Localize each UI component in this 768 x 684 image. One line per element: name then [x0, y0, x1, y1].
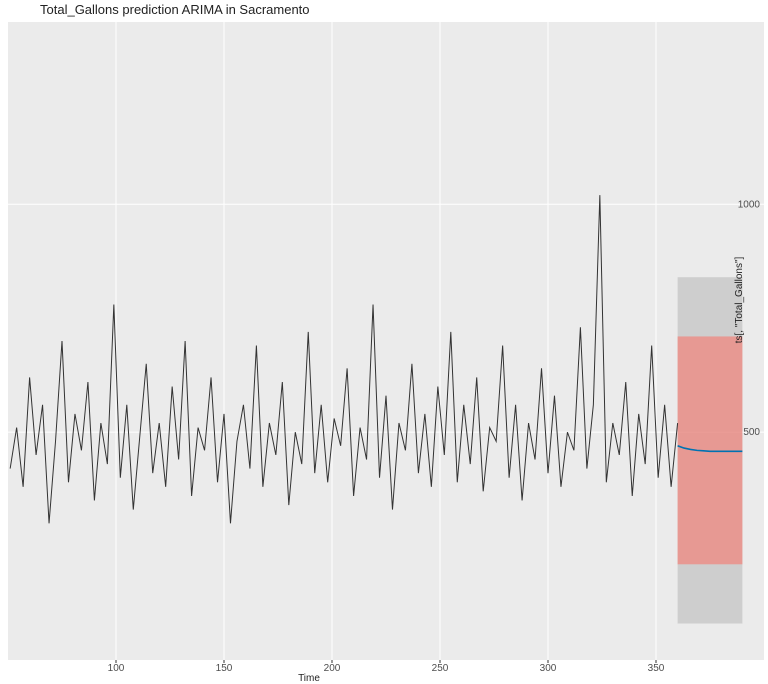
x-tick-label: 150 [216, 663, 233, 674]
x-tick-label: 300 [540, 663, 557, 674]
series-line-forecast [677, 445, 743, 453]
plot-panel [8, 22, 764, 660]
series-line-observed [9, 195, 679, 524]
x-tick-label: 200 [324, 663, 341, 674]
y-tick-label: 500 [743, 427, 760, 438]
x-axis-ticks: 100 150 200 250 300 350 [108, 660, 665, 674]
y-axis-ticks: 500 1000 [738, 199, 761, 438]
chart-title: Total_Gallons prediction ARIMA in Sacram… [40, 2, 310, 17]
forecast-intervals [677, 277, 743, 624]
x-tick-label: 250 [432, 663, 449, 674]
y-tick-label: 1000 [738, 199, 761, 210]
x-tick-label: 100 [108, 663, 125, 674]
x-tick-label: 350 [648, 663, 665, 674]
interval-band-80 [677, 336, 743, 565]
x-axis-label: Time [298, 673, 320, 684]
grid-lines [8, 22, 764, 660]
series-lines [9, 195, 743, 524]
y-axis-label: ts[, "Total_Gallons"] [734, 256, 745, 343]
